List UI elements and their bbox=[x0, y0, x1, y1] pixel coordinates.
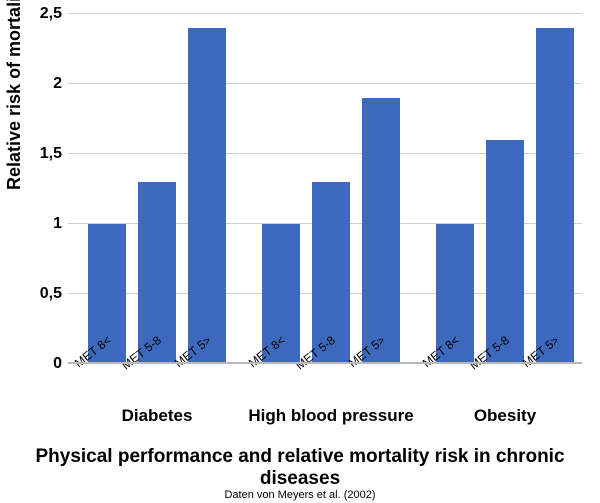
chart-subtitle: Daten von Meyers et al. (2002) bbox=[0, 489, 600, 501]
group-label: Obesity bbox=[474, 406, 536, 426]
bar bbox=[536, 28, 574, 364]
group-label: High blood pressure bbox=[248, 406, 413, 426]
y-tick-label: 2,5 bbox=[40, 5, 62, 23]
chart-title: Physical performance and relative mortal… bbox=[0, 446, 600, 491]
group-label: Diabetes bbox=[122, 406, 193, 426]
bars-layer: >8 MET5-8 MET<5 METDiabetes>8 MET5-8 MET… bbox=[68, 14, 582, 364]
baseline bbox=[68, 362, 582, 364]
bar bbox=[362, 98, 400, 364]
bar bbox=[486, 140, 524, 364]
bar bbox=[188, 28, 226, 364]
y-tick-label: 2 bbox=[53, 75, 62, 93]
y-tick-label: 1,5 bbox=[40, 145, 62, 163]
y-tick-label: 1 bbox=[53, 215, 62, 233]
plot-area: 00,511,522,5 >8 MET5-8 MET<5 METDiabetes… bbox=[68, 14, 582, 364]
chart-container: Relative risk of mortality 00,511,522,5 … bbox=[0, 0, 600, 503]
y-tick-label: 0,5 bbox=[40, 285, 62, 303]
y-axis-label: Relative risk of mortality bbox=[4, 0, 25, 190]
